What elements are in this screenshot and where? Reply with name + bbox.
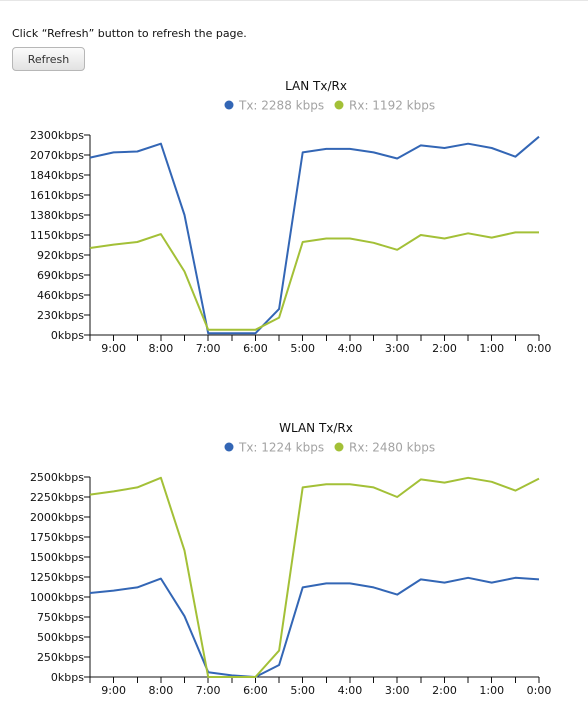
lan-y-tick-label: 230kbps xyxy=(37,309,84,322)
wlan-chart-svg: WLAN Tx/Rx Tx: 1224 kbps Rx: 2480 kbps 0kbp… xyxy=(30,421,552,694)
wlan-x-tick-label: 4:00 xyxy=(338,684,363,694)
wlan-series-tx-line xyxy=(89,576,540,678)
refresh-button[interactable]: Refresh xyxy=(12,47,85,71)
lan-y-tick-label: 690kbps xyxy=(37,269,84,282)
wlan-legend-rx-marker xyxy=(334,442,344,452)
lan-y-tick-label: 920kbps xyxy=(37,249,84,262)
wlan-x-tick-label: 3:00 xyxy=(385,684,410,694)
wlan-y-tick-label: 1250kbps xyxy=(30,571,84,584)
wlan-y-tick-label: 2250kbps xyxy=(30,491,84,504)
lan-y-tick-label: 1380kbps xyxy=(30,209,84,222)
top-divider xyxy=(0,0,588,1)
wlan-y-tick-label: 1750kbps xyxy=(30,531,84,544)
wlan-y-tick-label: 750kbps xyxy=(37,611,84,624)
lan-x-tick-label: 8:00 xyxy=(149,342,174,352)
lan-x-tick-label: 6:00 xyxy=(243,342,268,352)
wlan-legend-rx-label: Rx: 2480 kbps xyxy=(349,441,435,455)
lan-x-tick-label: 0:00 xyxy=(527,342,552,352)
wlan-x-tick-label: 7:00 xyxy=(196,684,221,694)
wlan-x-tick-label: 2:00 xyxy=(432,684,457,694)
wlan-y-tick-label: 500kbps xyxy=(37,631,84,644)
wlan-chart-title: WLAN Tx/Rx xyxy=(279,421,353,435)
lan-y-tick-label: 2070kbps xyxy=(30,149,84,162)
wlan-x-tick-label: 6:00 xyxy=(243,684,268,694)
wlan-y-tick-label: 1000kbps xyxy=(30,591,84,604)
lan-x-tick-label: 9:00 xyxy=(101,342,126,352)
wlan-legend-tx-marker xyxy=(224,442,234,452)
wlan-x-tick-label: 9:00 xyxy=(101,684,126,694)
lan-chart-svg: LAN Tx/Rx Tx: 2288 kbps Rx: 1192 kbps 0kbps… xyxy=(30,79,552,352)
lan-x-tick-label: 1:00 xyxy=(479,342,504,352)
lan-y-tick-label: 460kbps xyxy=(37,289,84,302)
lan-y-tick-label: 1610kbps xyxy=(30,189,84,202)
lan-legend-tx-label: Tx: 2288 kbps xyxy=(238,99,324,113)
lan-chart: LAN Tx/Rx Tx: 2288 kbps Rx: 1192 kbps 0kbps… xyxy=(0,72,588,352)
lan-legend-rx-marker xyxy=(334,100,344,110)
lan-y-tick-label: 1150kbps xyxy=(30,229,84,242)
wlan-chart: WLAN Tx/Rx Tx: 1224 kbps Rx: 2480 kbps 0kbp… xyxy=(0,414,588,694)
wlan-y-tick-label: 1500kbps xyxy=(30,551,84,564)
lan-x-tick-label: 2:00 xyxy=(432,342,457,352)
lan-x-tick-label: 4:00 xyxy=(338,342,363,352)
wlan-x-tick-label: 8:00 xyxy=(149,684,174,694)
lan-y-tick-label: 0kbps xyxy=(51,329,84,342)
lan-x-tick-label: 7:00 xyxy=(196,342,221,352)
wlan-x-tick-label: 5:00 xyxy=(290,684,315,694)
refresh-instruction: Click “Refresh” button to refresh the pa… xyxy=(12,27,247,40)
wlan-y-tick-label: 2000kbps xyxy=(30,511,84,524)
lan-series-tx-line xyxy=(89,135,540,335)
lan-legend-tx-marker xyxy=(224,100,234,110)
lan-legend-rx-label: Rx: 1192 kbps xyxy=(349,99,435,113)
wlan-x-tick-label: 1:00 xyxy=(479,684,504,694)
lan-chart-title: LAN Tx/Rx xyxy=(285,79,347,93)
wlan-y-tick-label: 250kbps xyxy=(37,651,84,664)
wlan-legend-tx-label: Tx: 1224 kbps xyxy=(238,441,324,455)
wlan-y-tick-label: 2500kbps xyxy=(30,471,84,484)
wlan-x-tick-label: 0:00 xyxy=(527,684,552,694)
lan-y-tick-label: 1840kbps xyxy=(30,169,84,182)
wlan-y-tick-label: 0kbps xyxy=(51,671,84,684)
wlan-series-rx-line xyxy=(89,476,540,678)
lan-series-rx-line xyxy=(89,231,539,331)
lan-y-tick-label: 2300kbps xyxy=(30,129,84,142)
lan-x-tick-label: 5:00 xyxy=(290,342,315,352)
lan-x-tick-label: 3:00 xyxy=(385,342,410,352)
